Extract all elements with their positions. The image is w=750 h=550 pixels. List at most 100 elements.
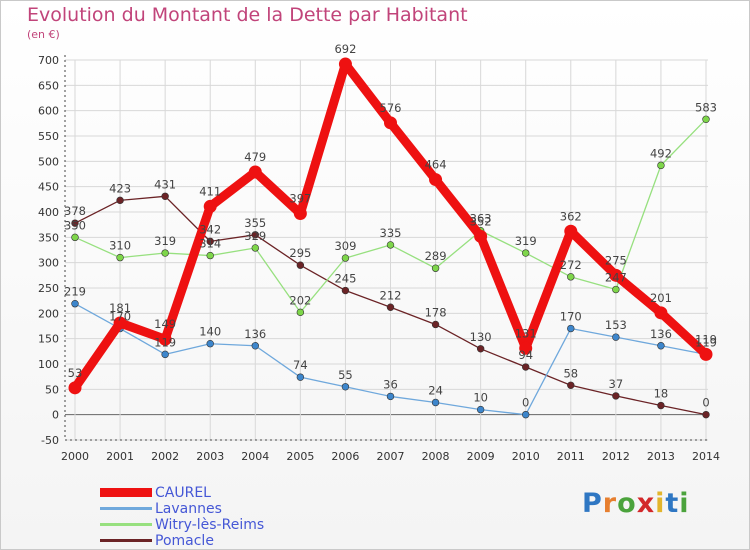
x-tick-label: 2002 [151, 450, 179, 463]
x-tick-label: 2008 [422, 450, 450, 463]
data-point-caurel [338, 57, 352, 71]
data-label-caurel: 131 [515, 326, 537, 340]
x-tick-label: 2004 [241, 450, 269, 463]
axis-layer: -500501001502002503003504004505005506006… [38, 54, 720, 463]
grid-layer [65, 59, 708, 441]
x-tick-label: 2011 [557, 450, 585, 463]
data-point-witry-les-reims [386, 241, 395, 249]
y-tick-label: 150 [38, 333, 59, 346]
data-point-caurel [203, 199, 217, 213]
y-tick-label: 100 [38, 358, 59, 371]
data-label-pomacle: 37 [609, 377, 624, 391]
legend-swatch-witry-les-reims [100, 523, 152, 526]
legend-item-witry-les-reims: Witry-lès-Reims [100, 517, 320, 533]
data-label-lavannes: 55 [338, 368, 353, 382]
data-point-pomacle [71, 219, 79, 227]
legend-label-witry-les-reims: Witry-lès-Reims [155, 517, 265, 533]
x-tick-label: 2009 [467, 450, 495, 463]
data-label-layer: 378 423 431 342 355 295 245 212 178 130 94 58 37 18 0 3… [64, 42, 717, 410]
data-point-witry-les-reims [702, 115, 710, 123]
data-label-lavannes: 10 [473, 391, 488, 405]
data-label-witry-les-reims: 319 [515, 234, 537, 248]
y-tick-label: -50 [41, 434, 59, 447]
data-label-caurel: 464 [425, 158, 447, 172]
data-point-caurel [68, 381, 82, 395]
data-label-lavannes: 24 [428, 384, 443, 398]
series-layer [68, 57, 713, 419]
data-point-lavannes [251, 342, 259, 350]
logo-letter: i [655, 488, 666, 519]
x-tick-label: 2013 [647, 450, 675, 463]
data-point-caurel [248, 165, 262, 179]
data-label-lavannes: 119 [695, 335, 717, 349]
data-label-caurel: 119 [695, 332, 717, 346]
data-label-pomacle: 423 [109, 181, 131, 195]
data-label-lavannes: 140 [199, 325, 221, 339]
logo-letter: o [617, 488, 637, 519]
data-label-pomacle: 355 [244, 216, 266, 230]
data-point-pomacle [386, 303, 395, 311]
logo-letter: t [665, 488, 680, 519]
data-point-pomacle [341, 286, 350, 295]
data-label-caurel: 201 [650, 291, 672, 305]
data-point-caurel [654, 306, 668, 320]
data-label-caurel: 411 [199, 184, 221, 198]
legend-item-pomacle: Pomacle [100, 533, 320, 549]
x-tick-label: 2006 [331, 450, 359, 463]
data-label-caurel: 53 [68, 366, 83, 380]
data-label-witry-les-reims: 272 [560, 258, 582, 272]
data-label-caurel: 479 [244, 150, 266, 164]
data-point-caurel [474, 229, 488, 243]
data-point-caurel [113, 316, 127, 330]
logo-letter: x [636, 488, 656, 519]
data-label-lavannes: 136 [650, 327, 672, 341]
data-label-pomacle: 378 [64, 204, 86, 218]
legend-swatch-caurel [100, 488, 152, 497]
data-point-caurel [384, 116, 397, 130]
data-label-caurel: 397 [289, 192, 311, 206]
data-point-lavannes [71, 300, 79, 308]
data-label-lavannes: 74 [293, 358, 308, 372]
y-tick-label: 700 [38, 54, 59, 67]
data-label-lavannes: 136 [244, 327, 266, 341]
data-point-lavannes [341, 383, 350, 391]
data-point-caurel [564, 224, 578, 238]
data-point-witry-les-reims [431, 264, 440, 272]
data-point-pomacle [476, 345, 485, 353]
legend-swatch-pomacle [100, 539, 152, 542]
legend-label-lavannes: Lavannes [155, 501, 222, 517]
data-label-lavannes: 170 [560, 310, 582, 324]
x-tick-label: 2000 [61, 450, 89, 463]
data-label-lavannes: 170 [109, 310, 131, 324]
data-label-lavannes: 36 [383, 377, 398, 391]
data-point-lavannes [476, 405, 485, 414]
data-point-pomacle [206, 237, 214, 246]
legend-item-lavannes: Lavannes [100, 501, 320, 517]
data-point-witry-les-reims [522, 249, 530, 257]
data-label-witry-les-reims: 350 [64, 218, 86, 232]
data-point-witry-les-reims [612, 285, 620, 294]
data-point-caurel [519, 341, 533, 355]
data-point-witry-les-reims [116, 253, 124, 262]
data-label-caurel: 362 [560, 209, 582, 223]
data-point-witry-les-reims [567, 273, 575, 281]
data-label-lavannes: 219 [64, 285, 86, 299]
data-point-lavannes [522, 410, 530, 419]
data-point-pomacle [612, 392, 620, 400]
data-label-pomacle: 431 [154, 177, 176, 191]
x-tick-label: 2014 [692, 450, 720, 463]
y-tick-label: 400 [38, 206, 59, 219]
data-label-pomacle: 18 [654, 387, 669, 401]
data-label-caurel: 352 [470, 214, 492, 228]
data-point-witry-les-reims [341, 254, 350, 262]
data-point-lavannes [161, 350, 169, 359]
x-tick-label: 2005 [286, 450, 314, 463]
data-point-lavannes [206, 340, 214, 348]
data-point-caurel [429, 173, 443, 187]
data-label-pomacle: 245 [334, 272, 356, 286]
data-label-witry-les-reims: 492 [650, 146, 672, 160]
data-label-witry-les-reims: 289 [425, 249, 447, 263]
data-point-lavannes [657, 342, 665, 350]
legend-label-pomacle: Pomacle [155, 533, 214, 549]
data-point-lavannes [386, 392, 395, 401]
